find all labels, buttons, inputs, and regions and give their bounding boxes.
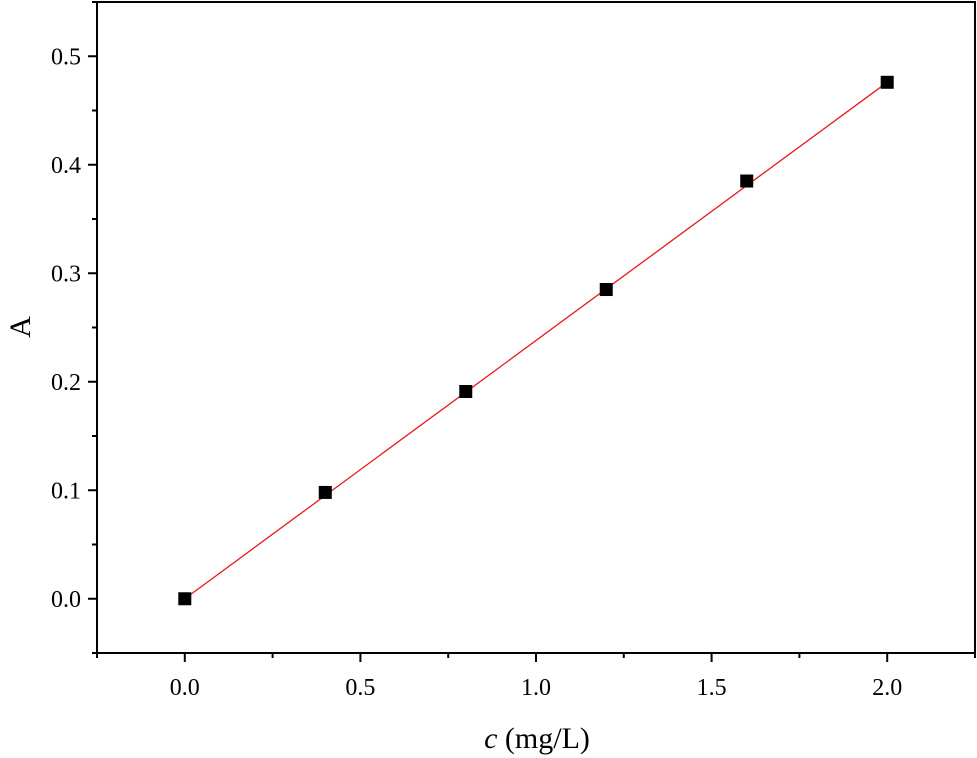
y-axis-ticks: 0.0 0.1 0.2 0.3 0.4 0.5 bbox=[51, 1, 97, 654]
y-tick-label: 0.3 bbox=[51, 261, 81, 287]
series-layer bbox=[178, 75, 894, 606]
data-point-marker bbox=[318, 485, 332, 499]
data-point-marker bbox=[459, 385, 473, 399]
x-axis-title: c (mg/L) bbox=[484, 722, 590, 755]
y-axis-title: A bbox=[4, 316, 37, 338]
data-point-marker bbox=[178, 592, 192, 606]
y-tick-label: 0.4 bbox=[51, 153, 81, 179]
plot-border bbox=[96, 1, 976, 654]
y-tick-label: 0.0 bbox=[51, 587, 81, 613]
y-tick-label: 0.1 bbox=[51, 478, 81, 504]
x-tick-label: 1.5 bbox=[697, 675, 727, 701]
x-axis-variable: c bbox=[484, 722, 497, 755]
data-point-marker bbox=[740, 174, 754, 188]
y-tick-label: 0.5 bbox=[51, 44, 81, 70]
data-point-marker bbox=[599, 283, 613, 297]
plot-frame bbox=[96, 1, 976, 654]
x-tick-label: 1.0 bbox=[521, 675, 551, 701]
fit-line bbox=[184, 81, 888, 600]
x-axis-unit: (mg/L) bbox=[497, 722, 589, 755]
x-axis-ticks: 0.0 0.5 1.0 1.5 2.0 bbox=[96, 653, 976, 701]
x-tick-label: 0.0 bbox=[170, 675, 200, 701]
x-tick-label: 0.5 bbox=[345, 675, 375, 701]
y-tick-label: 0.2 bbox=[51, 370, 81, 396]
x-tick-label: 2.0 bbox=[872, 675, 902, 701]
data-point-marker bbox=[880, 75, 894, 89]
